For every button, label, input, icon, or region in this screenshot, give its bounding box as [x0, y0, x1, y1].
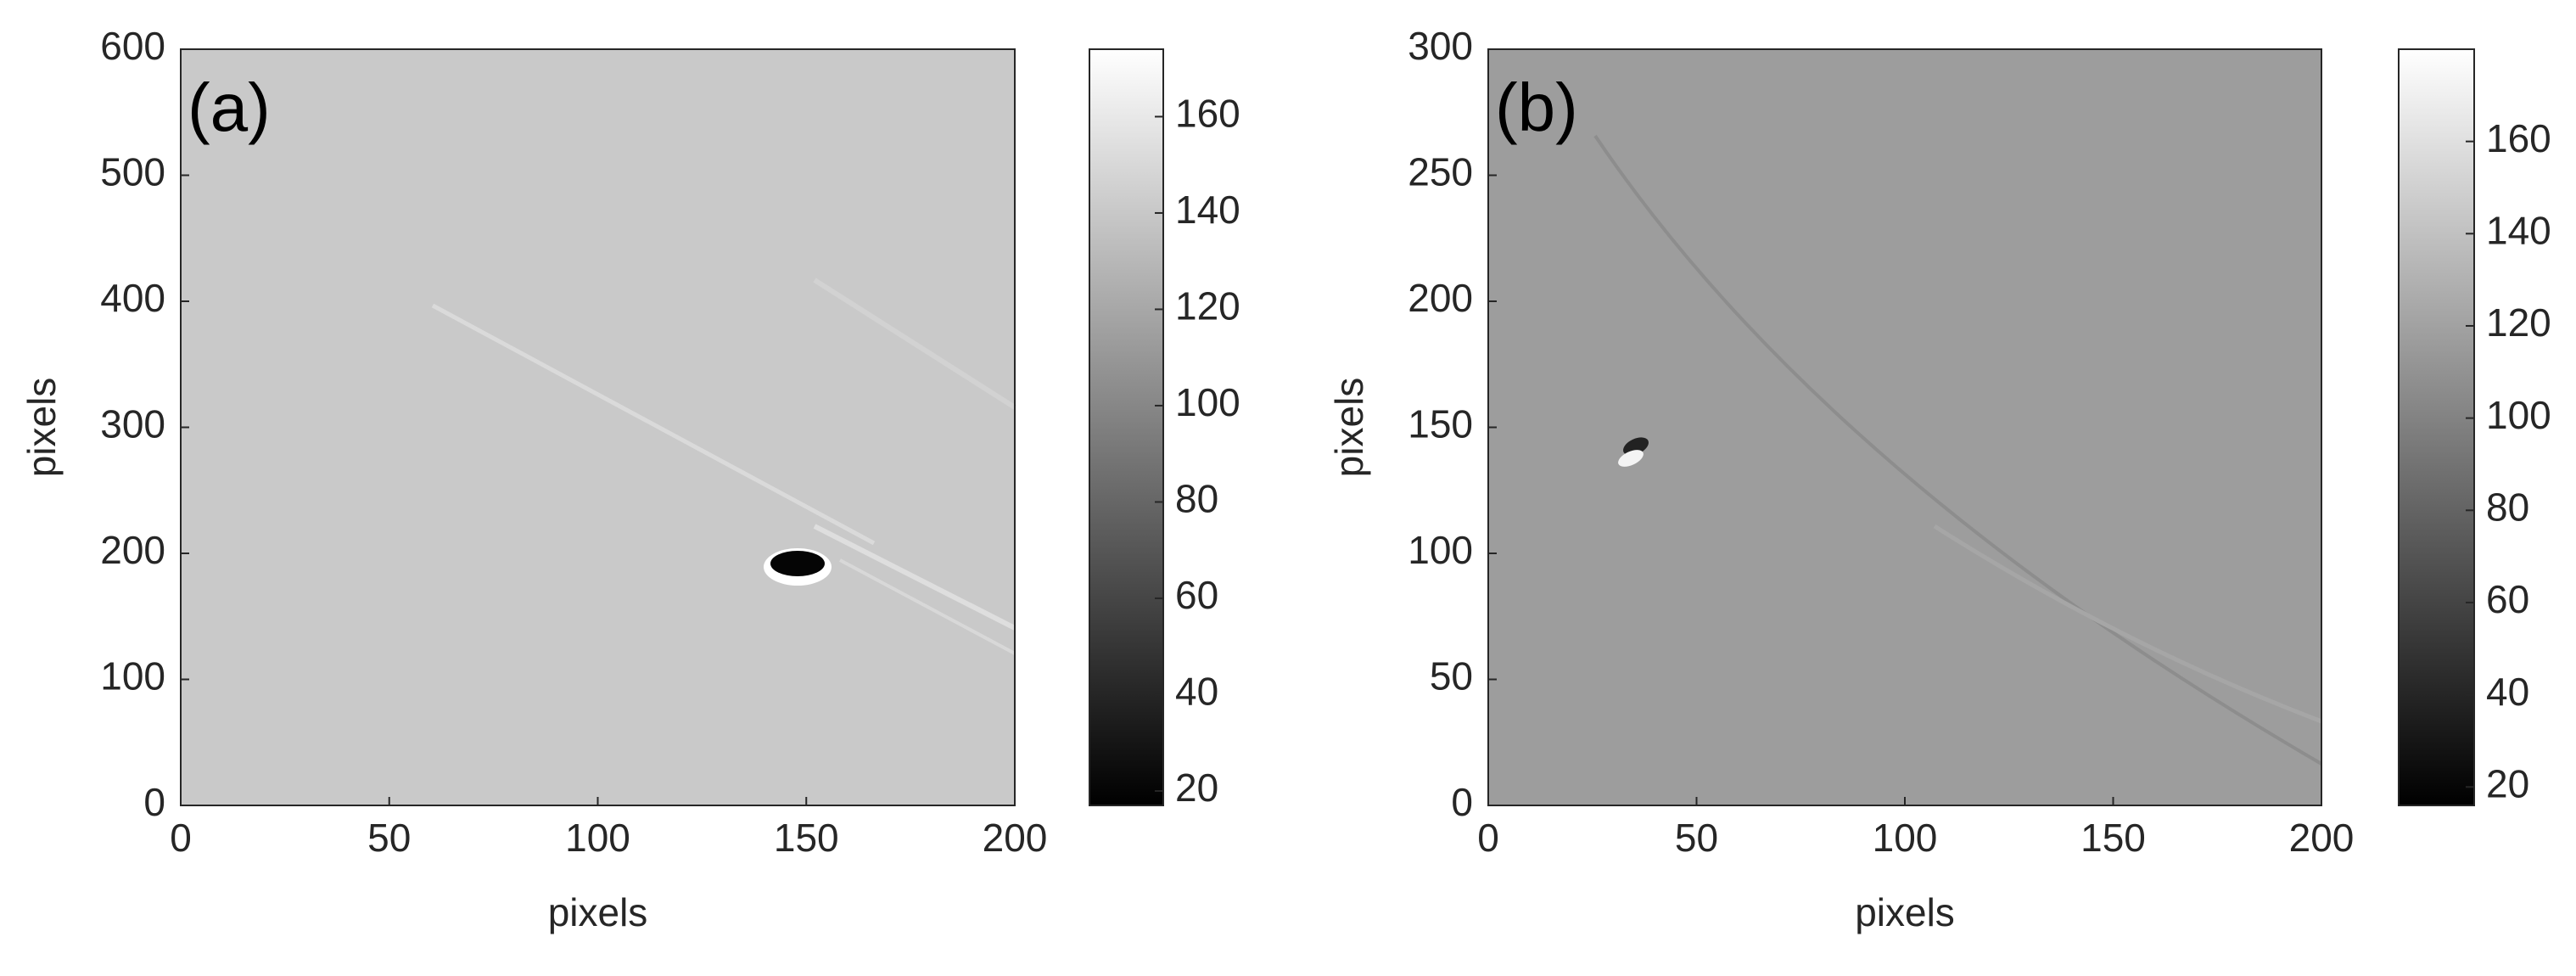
x-tick-label: 50 — [367, 816, 411, 860]
image — [181, 49, 1015, 805]
colorbar-tick-label: 160 — [2486, 116, 2551, 160]
y-tick-label: 0 — [1451, 780, 1473, 824]
colorbar-tick-label: 100 — [1175, 380, 1240, 424]
colorbar-tick-label: 20 — [2486, 761, 2529, 805]
x-tick-label: 150 — [2080, 816, 2146, 860]
y-tick-label: 600 — [100, 24, 165, 68]
x-tick-label: 100 — [1873, 816, 1938, 860]
y-axis-label: pixels — [20, 378, 64, 478]
y-tick-label: 100 — [1408, 528, 1473, 572]
x-tick-label: 0 — [1477, 816, 1499, 860]
colorbar-tick-label: 160 — [1175, 92, 1240, 136]
x-tick-label: 50 — [1675, 816, 1718, 860]
y-tick-label: 0 — [143, 780, 165, 824]
y-tick-label: 300 — [1408, 24, 1473, 68]
colorbar-tick-label: 20 — [1175, 766, 1218, 810]
y-tick-label: 150 — [1408, 402, 1473, 446]
colorbar-tick-label: 40 — [2486, 670, 2529, 714]
y-tick-label: 200 — [1408, 276, 1473, 320]
colorbar-tick-label: 60 — [2486, 577, 2529, 621]
x-tick-label: 100 — [565, 816, 630, 860]
x-tick-label: 200 — [2289, 816, 2355, 860]
x-tick-label: 150 — [774, 816, 839, 860]
panel-label: (b) — [1495, 70, 1578, 145]
image-features-b — [1593, 134, 2323, 766]
colorbar-tick-label: 140 — [1175, 188, 1240, 232]
x-axis-label: pixels — [548, 890, 648, 934]
colorbar-tick-label: 140 — [2486, 208, 2551, 252]
y-axis-label: pixels — [1327, 378, 1371, 478]
colorbar-tick-label: 80 — [2486, 485, 2529, 529]
y-tick-label: 250 — [1408, 150, 1473, 194]
colorbar-tick-label: 120 — [1175, 284, 1240, 328]
colorbar-tick-label: 40 — [1175, 670, 1218, 714]
y-tick-label: 50 — [1430, 654, 1473, 698]
y-tick-label: 500 — [100, 150, 165, 194]
y-tick-label: 200 — [100, 528, 165, 572]
y-tick-label: 100 — [100, 654, 165, 698]
x-tick-label: 0 — [170, 816, 192, 860]
y-tick-label: 400 — [100, 276, 165, 320]
y-tick-label: 300 — [100, 402, 165, 446]
panel-label: (a) — [188, 70, 271, 145]
x-axis-label: pixels — [1855, 890, 1955, 934]
colorbar — [2398, 48, 2475, 806]
x-tick-label: 200 — [983, 816, 1048, 860]
colorbar-tick-label: 60 — [1175, 573, 1218, 617]
colorbar-tick-label: 80 — [1175, 477, 1218, 521]
colorbar-tick-label: 100 — [2486, 393, 2551, 437]
colorbar-tick-label: 120 — [2486, 300, 2551, 345]
image-features-a — [431, 278, 1016, 655]
colorbar — [1089, 48, 1164, 806]
